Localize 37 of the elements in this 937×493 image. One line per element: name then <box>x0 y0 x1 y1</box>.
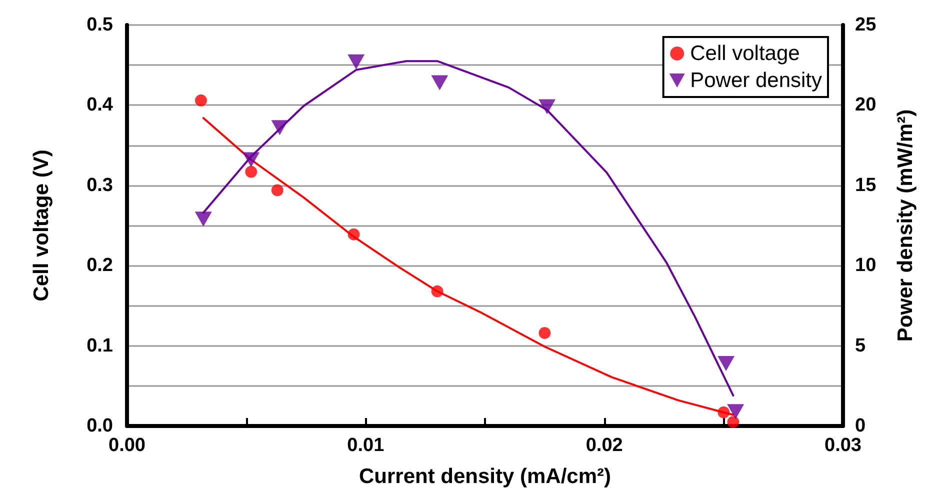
point <box>245 166 258 178</box>
y2-tick-label: 20 <box>855 94 876 116</box>
x-tick-label: 0.02 <box>586 435 623 456</box>
point <box>538 99 556 114</box>
y2-tick-label: 5 <box>855 335 866 356</box>
y-axis-title: Cell voltage (V) <box>30 150 53 302</box>
y2-tick-label: 15 <box>855 174 877 196</box>
legend-label: Power density <box>690 69 822 92</box>
y-tick-label: 0.2 <box>86 255 113 276</box>
point <box>431 285 444 298</box>
y2-tick-label: 0 <box>855 416 866 436</box>
point <box>718 406 730 418</box>
point <box>727 416 740 428</box>
y2-tick-label: 10 <box>855 255 876 276</box>
point <box>242 152 260 168</box>
x-tick-label: 0.03 <box>824 435 862 456</box>
point <box>727 404 744 420</box>
point <box>348 228 360 240</box>
point <box>194 212 212 227</box>
point <box>348 54 365 70</box>
x-tick-label: 0.01 <box>347 435 385 456</box>
y-tick-label: 0.0 <box>86 416 113 436</box>
point <box>431 75 448 90</box>
y-tick-label: 0.3 <box>86 174 113 196</box>
y-tick-label: 0.5 <box>86 14 114 36</box>
point <box>538 326 551 339</box>
x-axis-title: Current density (mA/cm²) <box>358 465 612 488</box>
y2-axis-title: Power density (mW/m²) <box>894 109 917 342</box>
point <box>195 94 207 106</box>
x-tick-label: 0.00 <box>108 435 146 456</box>
point <box>718 356 735 371</box>
y-tick-label: 0.1 <box>86 335 114 356</box>
point <box>271 120 288 136</box>
y2-tick-label: 25 <box>855 14 877 36</box>
legend-label: Cell voltage <box>690 42 800 65</box>
point <box>271 184 284 196</box>
y-tick-label: 0.4 <box>86 94 114 116</box>
